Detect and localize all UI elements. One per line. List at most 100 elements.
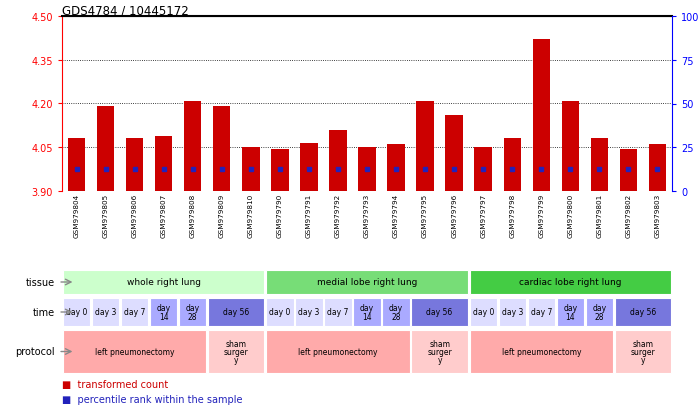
Text: GSM979809: GSM979809	[218, 193, 225, 237]
Bar	[533, 40, 550, 192]
Text: day
14: day 14	[360, 304, 374, 321]
Text: ■  transformed count: ■ transformed count	[62, 379, 168, 389]
Bar	[417, 101, 434, 192]
Text: GSM979791: GSM979791	[306, 193, 312, 237]
Bar	[591, 139, 608, 192]
Bar	[242, 148, 260, 192]
Bar	[329, 131, 347, 192]
Text: day
28: day 28	[593, 304, 607, 321]
Bar	[271, 150, 288, 192]
Text: sham
surger
y: sham surger y	[224, 339, 248, 364]
Bar	[92, 298, 119, 326]
Text: day 3: day 3	[502, 308, 523, 317]
Text: day
28: day 28	[186, 304, 200, 321]
Bar	[475, 148, 492, 192]
Bar	[358, 148, 376, 192]
Bar	[213, 107, 230, 192]
Text: day 7: day 7	[124, 308, 145, 317]
Bar	[620, 150, 637, 192]
Text: GSM979810: GSM979810	[248, 193, 254, 237]
Text: GSM979796: GSM979796	[451, 193, 457, 237]
Bar	[300, 144, 318, 192]
Bar	[498, 298, 526, 326]
Bar	[295, 298, 322, 326]
Text: GSM979805: GSM979805	[103, 193, 109, 237]
Text: GSM979797: GSM979797	[480, 193, 487, 237]
Bar	[445, 116, 463, 192]
Text: GSM979798: GSM979798	[510, 193, 515, 237]
Bar	[383, 298, 410, 326]
Text: time: time	[32, 307, 54, 317]
Bar	[155, 136, 172, 192]
Text: cardiac lobe right lung: cardiac lobe right lung	[519, 278, 622, 287]
Bar	[97, 107, 114, 192]
Bar	[411, 330, 468, 373]
Text: day 7: day 7	[530, 308, 552, 317]
Bar	[586, 298, 613, 326]
Bar	[503, 139, 521, 192]
Bar	[557, 298, 584, 326]
Bar	[63, 270, 265, 294]
Bar	[411, 298, 468, 326]
Bar	[150, 298, 177, 326]
Text: sham
surger
y: sham surger y	[630, 339, 655, 364]
Bar	[470, 330, 613, 373]
Text: day 0: day 0	[269, 308, 290, 317]
Bar	[63, 298, 90, 326]
Text: day 0: day 0	[66, 308, 87, 317]
Bar	[208, 330, 265, 373]
Bar	[562, 101, 579, 192]
Text: day 56: day 56	[426, 308, 453, 317]
Bar	[126, 139, 143, 192]
Text: GSM979800: GSM979800	[567, 193, 573, 237]
Text: GSM979795: GSM979795	[422, 193, 428, 237]
Text: day 56: day 56	[630, 308, 656, 317]
Bar	[470, 298, 497, 326]
Text: GSM979793: GSM979793	[364, 193, 370, 237]
Text: day 0: day 0	[473, 308, 494, 317]
Text: day 3: day 3	[95, 308, 117, 317]
Text: protocol: protocol	[15, 347, 54, 357]
Text: GSM979802: GSM979802	[625, 193, 632, 237]
Bar	[63, 330, 207, 373]
Text: whole right lung: whole right lung	[126, 278, 200, 287]
Text: sham
surger
y: sham surger y	[427, 339, 452, 364]
Bar	[615, 330, 671, 373]
Text: day
14: day 14	[563, 304, 577, 321]
Text: left pneumonectomy: left pneumonectomy	[502, 347, 581, 356]
Text: day 7: day 7	[327, 308, 348, 317]
Bar	[121, 298, 148, 326]
Bar	[208, 298, 265, 326]
Text: GSM979801: GSM979801	[596, 193, 602, 237]
Bar	[648, 145, 666, 192]
Text: day 3: day 3	[298, 308, 320, 317]
Text: GSM979807: GSM979807	[161, 193, 167, 237]
Text: GSM979804: GSM979804	[73, 193, 80, 237]
Text: day
28: day 28	[389, 304, 403, 321]
Text: GSM979803: GSM979803	[655, 193, 660, 237]
Text: GSM979792: GSM979792	[335, 193, 341, 237]
Bar	[353, 298, 380, 326]
Text: GSM979808: GSM979808	[190, 193, 195, 237]
Text: GSM979799: GSM979799	[538, 193, 544, 237]
Text: day 56: day 56	[223, 308, 249, 317]
Text: tissue: tissue	[25, 277, 54, 287]
Bar	[470, 270, 671, 294]
Bar	[266, 270, 468, 294]
Text: GDS4784 / 10445172: GDS4784 / 10445172	[62, 4, 188, 17]
Bar	[615, 298, 671, 326]
Bar	[528, 298, 555, 326]
Bar	[387, 145, 405, 192]
Text: left pneumonectomy: left pneumonectomy	[95, 347, 174, 356]
Text: ■  percentile rank within the sample: ■ percentile rank within the sample	[62, 394, 242, 404]
Bar	[266, 298, 294, 326]
Bar	[325, 298, 352, 326]
Text: medial lobe right lung: medial lobe right lung	[317, 278, 417, 287]
Text: day
14: day 14	[156, 304, 171, 321]
Text: GSM979794: GSM979794	[393, 193, 399, 237]
Text: left pneumonectomy: left pneumonectomy	[298, 347, 378, 356]
Bar	[184, 101, 202, 192]
Text: GSM979790: GSM979790	[277, 193, 283, 237]
Bar	[68, 139, 85, 192]
Bar	[179, 298, 207, 326]
